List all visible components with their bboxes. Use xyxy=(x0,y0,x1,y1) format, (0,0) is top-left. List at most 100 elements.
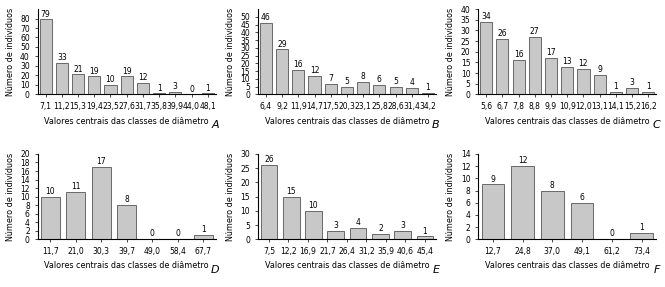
Bar xyxy=(390,87,402,94)
Text: 1: 1 xyxy=(157,84,162,93)
Text: E: E xyxy=(433,265,440,275)
Bar xyxy=(357,82,369,94)
Text: 29: 29 xyxy=(277,40,287,49)
Text: 1: 1 xyxy=(646,82,650,91)
Text: 16: 16 xyxy=(514,51,523,59)
Text: F: F xyxy=(654,265,660,275)
Text: 17: 17 xyxy=(546,48,556,57)
Text: 3: 3 xyxy=(400,221,405,230)
Y-axis label: Número de indivíduos: Número de indivíduos xyxy=(446,8,455,96)
Bar xyxy=(261,165,277,239)
Bar xyxy=(561,67,573,94)
Bar xyxy=(626,88,638,94)
Bar xyxy=(309,76,321,94)
Text: 1: 1 xyxy=(639,223,644,232)
Bar xyxy=(72,74,84,94)
Bar xyxy=(480,22,492,94)
Bar xyxy=(327,231,344,239)
Text: 1: 1 xyxy=(423,226,428,236)
Text: 8: 8 xyxy=(124,195,129,204)
Bar xyxy=(511,166,534,239)
Bar xyxy=(341,87,353,94)
Text: 10: 10 xyxy=(45,187,55,196)
Bar xyxy=(169,92,182,94)
Text: 33: 33 xyxy=(57,53,66,62)
Text: 1: 1 xyxy=(614,82,618,91)
Text: 9: 9 xyxy=(491,174,495,184)
Bar xyxy=(571,203,593,239)
Bar xyxy=(104,85,116,94)
Bar xyxy=(373,85,386,94)
Text: 8: 8 xyxy=(361,72,366,81)
Y-axis label: Número de indivíduos: Número de indivíduos xyxy=(5,8,15,96)
Bar xyxy=(372,234,389,239)
Text: 6: 6 xyxy=(377,75,382,84)
Text: 26: 26 xyxy=(264,156,274,164)
Y-axis label: Número de indivíduos: Número de indivíduos xyxy=(226,152,235,241)
Text: 12: 12 xyxy=(138,73,148,82)
Bar xyxy=(529,37,541,94)
Text: 26: 26 xyxy=(497,29,507,38)
Text: 1: 1 xyxy=(205,84,210,93)
Bar xyxy=(66,192,85,239)
Text: 5: 5 xyxy=(344,77,349,86)
Text: 5: 5 xyxy=(393,77,398,86)
Bar xyxy=(406,88,418,94)
Bar xyxy=(350,228,366,239)
Text: 34: 34 xyxy=(481,12,491,21)
Text: 3: 3 xyxy=(630,78,634,87)
Bar xyxy=(394,231,411,239)
Y-axis label: Número de indivíduos: Número de indivíduos xyxy=(226,8,235,96)
Bar xyxy=(630,233,652,239)
Text: 0: 0 xyxy=(175,229,180,238)
Text: 11: 11 xyxy=(71,183,80,191)
Text: 0: 0 xyxy=(189,84,194,94)
Bar xyxy=(283,197,299,239)
Text: 8: 8 xyxy=(550,181,555,190)
Text: 16: 16 xyxy=(293,60,303,69)
Text: 3: 3 xyxy=(173,82,178,91)
Text: 4: 4 xyxy=(410,78,414,87)
Bar xyxy=(56,63,68,94)
Bar xyxy=(545,58,557,94)
Text: 12: 12 xyxy=(310,66,319,75)
Text: 13: 13 xyxy=(563,57,572,66)
Bar xyxy=(481,185,504,239)
Text: 9: 9 xyxy=(597,65,602,74)
Text: 27: 27 xyxy=(530,27,539,36)
Text: A: A xyxy=(211,120,219,130)
Bar xyxy=(117,205,136,239)
Bar xyxy=(137,83,149,94)
Bar xyxy=(422,93,434,94)
Bar xyxy=(276,49,288,94)
Bar xyxy=(39,20,52,94)
Bar xyxy=(577,69,590,94)
Bar xyxy=(417,236,434,239)
Bar xyxy=(594,75,606,94)
Text: D: D xyxy=(211,265,219,275)
Text: 10: 10 xyxy=(106,75,115,84)
X-axis label: Valores centrais das classes de diâmetro: Valores centrais das classes de diâmetro xyxy=(265,117,430,125)
Text: B: B xyxy=(432,120,440,130)
Text: 1: 1 xyxy=(201,225,205,234)
Bar xyxy=(541,191,563,239)
Text: 10: 10 xyxy=(309,201,319,210)
Y-axis label: Número de indivíduos: Número de indivíduos xyxy=(6,152,15,241)
Text: 15: 15 xyxy=(287,187,296,196)
Bar xyxy=(325,84,336,94)
X-axis label: Valores centrais das classes de diâmetro: Valores centrais das classes de diâmetro xyxy=(45,117,209,125)
Bar xyxy=(41,197,60,239)
Text: 46: 46 xyxy=(261,13,271,22)
Text: 4: 4 xyxy=(356,218,360,227)
Text: 3: 3 xyxy=(333,221,338,230)
Bar xyxy=(642,92,654,94)
Bar xyxy=(513,60,525,94)
Text: 0: 0 xyxy=(150,229,154,238)
Text: 7: 7 xyxy=(329,74,333,83)
Bar xyxy=(92,167,111,239)
Text: C: C xyxy=(652,120,660,130)
Bar xyxy=(305,211,322,239)
Bar xyxy=(496,39,509,94)
Text: 6: 6 xyxy=(580,193,585,202)
Text: 12: 12 xyxy=(518,156,527,165)
